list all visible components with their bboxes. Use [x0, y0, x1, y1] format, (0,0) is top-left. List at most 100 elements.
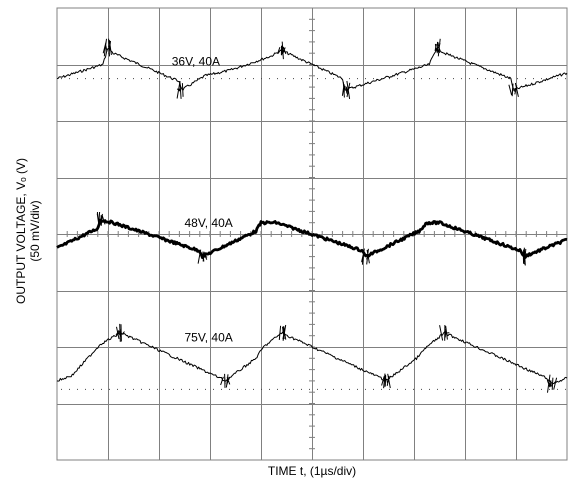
reference-dot — [117, 78, 118, 80]
transient-spike — [102, 38, 112, 57]
reference-dot — [501, 388, 502, 390]
reference-dot — [149, 388, 150, 390]
reference-dot — [437, 78, 438, 80]
trace-label: 48V, 40A — [185, 216, 233, 230]
reference-dot — [349, 388, 350, 390]
transient-spike — [341, 80, 351, 99]
reference-dot — [461, 78, 462, 80]
reference-dot — [533, 388, 534, 390]
reference-dot — [77, 388, 78, 390]
reference-dot — [253, 78, 254, 80]
reference-dot — [389, 78, 390, 80]
reference-dot — [125, 388, 126, 390]
reference-dot — [197, 78, 198, 80]
reference-dot — [165, 388, 166, 390]
transient-spike — [434, 38, 441, 57]
plot-grid — [56, 7, 568, 461]
reference-dot — [461, 388, 462, 390]
transient-spike — [439, 324, 450, 341]
reference-dot — [301, 388, 302, 390]
reference-dot — [389, 388, 390, 390]
reference-dot — [325, 78, 326, 80]
reference-dot — [525, 388, 526, 390]
reference-dot — [437, 388, 438, 390]
reference-dot — [477, 78, 478, 80]
trace-label: 75V, 40A — [185, 330, 233, 344]
reference-dot — [517, 78, 518, 80]
reference-dot — [493, 388, 494, 390]
reference-dot — [557, 388, 558, 390]
y-axis-label: OUTPUT VOLTAGE, Vₒ (V) (50 mV/div) — [14, 158, 42, 304]
reference-dot — [413, 78, 414, 80]
transient-spike — [508, 82, 519, 98]
reference-dot — [261, 78, 262, 80]
transient-spike — [96, 211, 106, 228]
reference-dot — [141, 388, 142, 390]
reference-dot — [245, 78, 246, 80]
reference-dot — [61, 78, 62, 80]
reference-dot — [301, 78, 302, 80]
reference-dot — [149, 78, 150, 80]
reference-dot — [541, 388, 542, 390]
reference-dot — [469, 388, 470, 390]
reference-dot — [285, 388, 286, 390]
transient-spike — [115, 323, 125, 342]
reference-dot — [157, 78, 158, 80]
reference-dot — [477, 388, 478, 390]
reference-dot — [413, 388, 414, 390]
reference-dot — [133, 78, 134, 80]
reference-dot — [429, 78, 430, 80]
reference-dot — [181, 388, 182, 390]
reference-dot — [405, 78, 406, 80]
reference-dot — [109, 78, 110, 80]
reference-dot — [373, 78, 374, 80]
reference-dot — [533, 78, 534, 80]
x-axis-label: TIME t, (1µs/div) — [267, 464, 357, 478]
reference-dot — [269, 78, 270, 80]
reference-dot — [493, 78, 494, 80]
transient-spike — [176, 80, 184, 99]
reference-dot — [109, 388, 110, 390]
reference-dot — [221, 78, 222, 80]
reference-dot — [333, 388, 334, 390]
reference-dot — [485, 388, 486, 390]
reference-dot — [77, 78, 78, 80]
reference-dot-lines — [61, 78, 566, 390]
waveform-trace — [56, 331, 568, 385]
transient-spike — [361, 248, 370, 265]
reference-dot — [357, 78, 358, 80]
reference-dot — [373, 388, 374, 390]
reference-dot — [565, 388, 566, 390]
reference-dot — [205, 78, 206, 80]
reference-dot — [157, 388, 158, 390]
reference-dot — [213, 78, 214, 80]
y-axis-label-line2: (50 mV/div) — [28, 200, 42, 262]
reference-dot — [197, 388, 198, 390]
transient-spike — [197, 249, 208, 264]
reference-dot — [253, 388, 254, 390]
reference-dot — [549, 388, 550, 390]
reference-dot — [229, 388, 230, 390]
y-axis-label-container: OUTPUT VOLTAGE, Vₒ (V) (50 mV/div) — [0, 0, 56, 462]
reference-dot — [501, 78, 502, 80]
reference-dot — [517, 388, 518, 390]
reference-dot — [453, 78, 454, 80]
reference-dot — [85, 78, 86, 80]
reference-dot — [325, 388, 326, 390]
reference-dot — [421, 78, 422, 80]
reference-dot — [277, 388, 278, 390]
reference-dot — [181, 78, 182, 80]
transient-spike — [546, 374, 558, 393]
reference-dot — [429, 388, 430, 390]
reference-dot — [69, 388, 70, 390]
reference-dot — [469, 78, 470, 80]
transient-spike — [381, 373, 391, 389]
reference-dot — [405, 388, 406, 390]
reference-dot — [341, 388, 342, 390]
reference-dot — [357, 388, 358, 390]
reference-dot — [317, 78, 318, 80]
reference-dot — [237, 78, 238, 80]
reference-dot — [365, 78, 366, 80]
reference-dot — [237, 388, 238, 390]
waveform-trace — [56, 218, 568, 260]
